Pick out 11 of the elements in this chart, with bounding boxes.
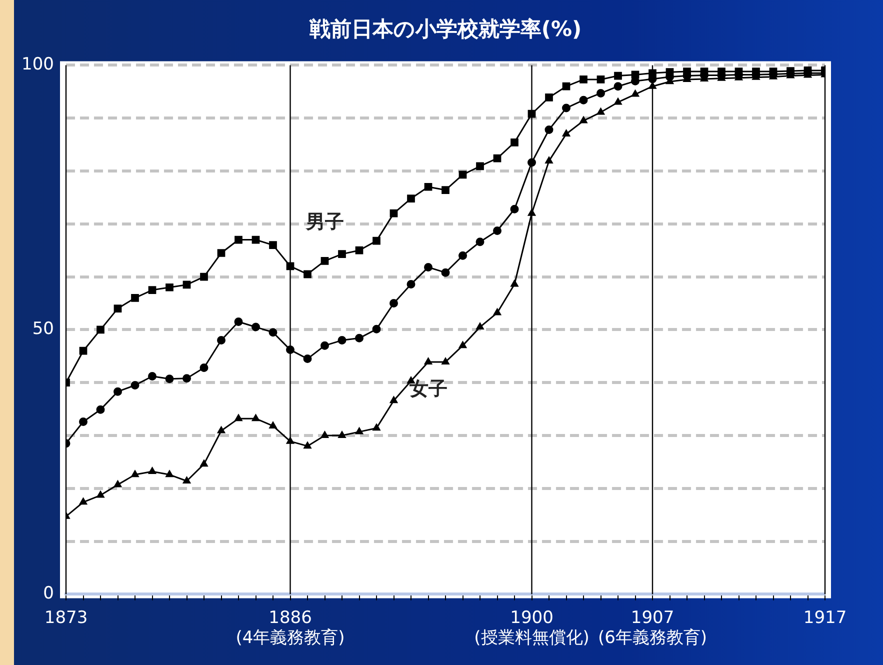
y-tick-label: 50: [32, 319, 54, 340]
series-label: 女子: [408, 378, 448, 400]
x-tick-label: 1917: [803, 608, 847, 628]
y-tick-label: 100: [22, 54, 54, 75]
x-tick-label: 1873: [44, 608, 88, 628]
x-tick-label: 1886 (4年義務教育): [236, 608, 345, 648]
chart-title: 戦前日本の小学校就学率(%): [308, 17, 582, 42]
x-tick-label: 1900 (授業料無償化): [474, 608, 590, 648]
x-tick-label: 1907 (6年義務教育): [598, 608, 708, 648]
series-label: 男子: [304, 210, 344, 233]
y-tick-label: 0: [43, 584, 54, 604]
